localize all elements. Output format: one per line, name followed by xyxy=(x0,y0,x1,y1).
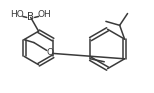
Text: B: B xyxy=(27,12,34,22)
Text: OH: OH xyxy=(38,10,51,19)
Text: O: O xyxy=(46,48,53,57)
Text: HO: HO xyxy=(10,10,24,19)
